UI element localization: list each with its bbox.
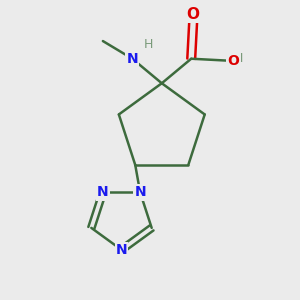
Text: H: H [143,38,153,52]
Text: O: O [187,7,200,22]
Text: N: N [97,185,109,200]
Text: H: H [233,52,243,65]
Text: N: N [116,243,127,257]
Text: O: O [227,54,239,68]
Text: N: N [127,52,138,66]
Text: N: N [134,185,146,200]
